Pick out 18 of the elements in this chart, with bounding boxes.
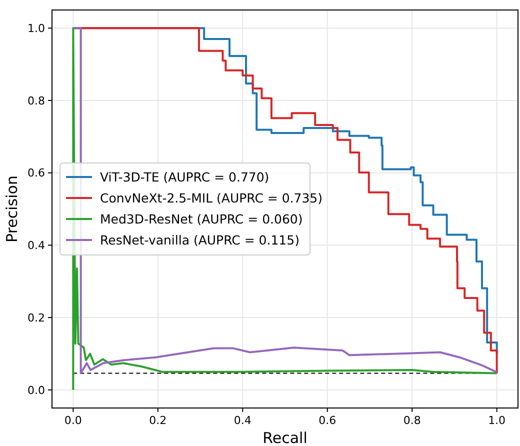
y-tick-label: 0.2 [28,311,45,324]
y-tick-label: 0.8 [28,94,45,108]
legend-label: ConvNeXt-2.5-MIL (AUPRC = 0.735) [100,190,322,206]
x-tick-label: 1.0 [488,414,506,427]
y-axis-title: Precision [3,176,21,242]
y-tick-label: 1.0 [28,22,45,35]
y-tick-label: 0.4 [28,239,45,252]
legend-label: Med3D-ResNet (AUPRC = 0.060) [100,211,303,226]
legend-label: ViT-3D-TE (AUPRC = 0.770) [100,169,270,184]
y-tick-label: 0.0 [28,384,45,397]
x-tick-label: 0.0 [64,414,82,427]
x-tick-label: 0.2 [149,414,167,427]
legend-label: ResNet-vanilla (AUPRC = 0.115) [100,232,300,248]
x-axis-title: Recall [262,429,308,446]
x-tick-label: 0.6 [318,414,336,427]
y-tick-label: 0.6 [28,166,45,180]
x-tick-label: 0.8 [403,414,421,427]
x-tick-label: 0.4 [234,414,252,427]
